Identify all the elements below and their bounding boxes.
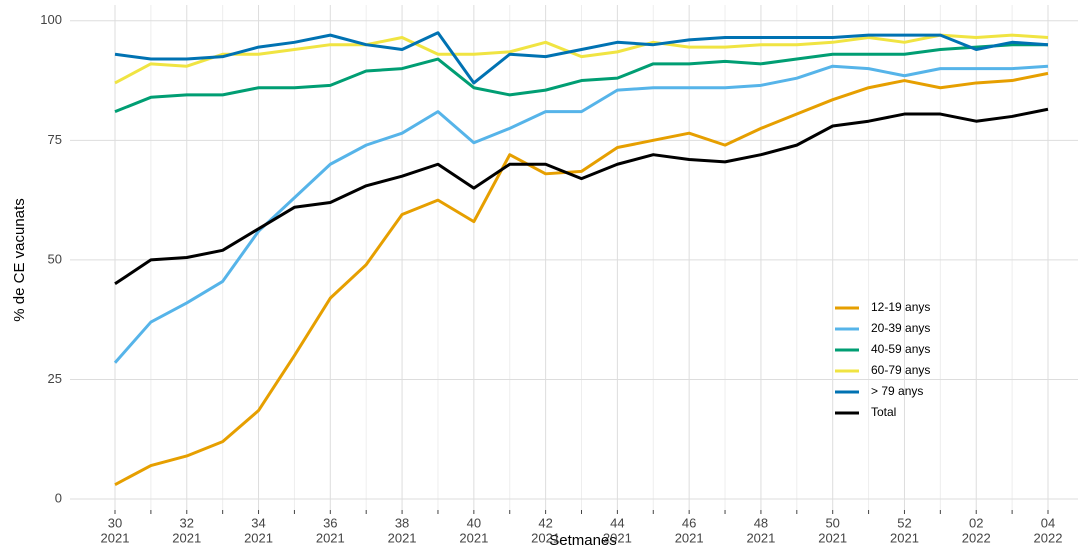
- legend-label: 60-79 anys: [871, 363, 930, 377]
- x-tick-label: 2022: [1034, 530, 1063, 545]
- x-tick-label: 2021: [603, 530, 632, 545]
- x-tick-label: 52: [897, 515, 911, 530]
- series-line: [114, 107, 1049, 286]
- x-tick-label: 42: [538, 515, 552, 530]
- x-axis-title: Setmanes: [549, 532, 617, 549]
- x-tick-label: 2021: [244, 530, 273, 545]
- x-tick-label: 34: [251, 515, 265, 530]
- series-line: [114, 71, 1049, 486]
- series-line: [114, 33, 1049, 85]
- y-tick-label: 0: [55, 490, 62, 505]
- x-tick-label: 40: [467, 515, 481, 530]
- y-tick-label: 100: [40, 12, 62, 27]
- x-tick-label: 38: [395, 515, 409, 530]
- x-tick-label: 2022: [962, 530, 991, 545]
- x-tick-label: 02: [969, 515, 983, 530]
- x-tick-label: 2021: [531, 530, 560, 545]
- x-tick-label: 36: [323, 515, 337, 530]
- x-tick-label: 2021: [675, 530, 704, 545]
- x-tick-label: 30: [108, 515, 122, 530]
- x-tick-label: 48: [754, 515, 768, 530]
- legend-label: > 79 anys: [871, 384, 923, 398]
- x-tick-label: 46: [682, 515, 696, 530]
- legend-label: 40-59 anys: [871, 342, 930, 356]
- y-axis-title: % de CE vacunats: [11, 198, 28, 321]
- x-tick-label: 44: [610, 515, 624, 530]
- x-tick-label: 2021: [101, 530, 130, 545]
- series-line: [114, 31, 1049, 85]
- y-tick-label: 75: [48, 132, 62, 147]
- x-tick-label: 2021: [388, 530, 417, 545]
- x-tick-label: 2021: [316, 530, 345, 545]
- legend-label: 20-39 anys: [871, 321, 930, 335]
- x-tick-label: 50: [825, 515, 839, 530]
- y-tick-label: 50: [48, 251, 62, 266]
- series-line: [114, 43, 1048, 114]
- legend-label: Total: [871, 405, 896, 419]
- x-tick-label: 2021: [890, 530, 919, 545]
- x-tick-label: 2021: [746, 530, 775, 545]
- x-tick-label: 2021: [172, 530, 201, 545]
- legend-label: 12-19 anys: [871, 300, 930, 314]
- x-tick-label: 2021: [459, 530, 488, 545]
- x-tick-label: 2021: [818, 530, 847, 545]
- x-tick-label: 04: [1041, 515, 1055, 530]
- y-tick-label: 25: [48, 371, 62, 386]
- x-tick-label: 32: [180, 515, 194, 530]
